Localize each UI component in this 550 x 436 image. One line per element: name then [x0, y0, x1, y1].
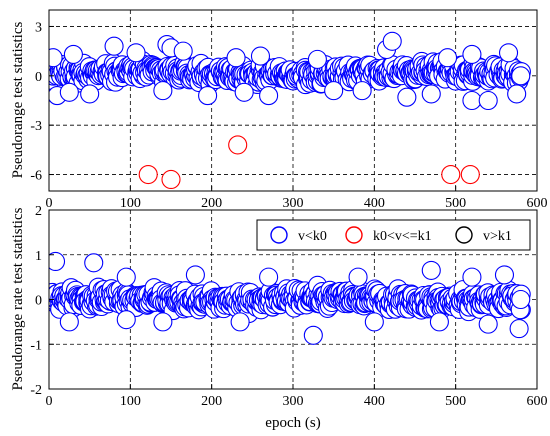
- point-v-lt-k0: [421, 84, 441, 104]
- legend-box: [256, 219, 531, 251]
- point-v-lt-k0: [498, 43, 519, 63]
- y-tick-label: 2: [35, 204, 42, 219]
- point-v-lt-k0: [494, 265, 515, 285]
- y-tick-label: -1: [30, 338, 42, 353]
- point-k0-lt-v-le-k1: [138, 164, 158, 185]
- point-v-lt-k0: [116, 267, 136, 287]
- x-tick-label: 200: [201, 394, 222, 409]
- point-k0-lt-v-le-k1: [441, 164, 461, 185]
- point-v-lt-k0: [462, 90, 482, 111]
- point-v-lt-k0: [153, 81, 173, 101]
- point-v-lt-k0: [352, 81, 372, 101]
- legend-label-k0-lt-v-le-k1: k0<v<=k1: [373, 229, 432, 244]
- x-tick-label: 0: [46, 196, 53, 211]
- legend-marker-v-gt-k1: [455, 226, 473, 244]
- point-v-lt-k0: [478, 90, 498, 111]
- point-v-lt-k0: [437, 48, 458, 68]
- x-tick-label: 400: [364, 394, 385, 409]
- point-v-lt-k0: [49, 48, 63, 68]
- point-v-lt-k0: [429, 312, 449, 332]
- x-tick-label: 600: [527, 394, 548, 409]
- y-tick-label: 1: [35, 249, 42, 264]
- pseudorange-rate-panel: 0 100 200 300 400 500 600 2 1 0 -1 -2 Pseudorange r…: [10, 204, 548, 431]
- legend-marker-v-lt-k0: [270, 226, 288, 244]
- point-v-lt-k0: [511, 289, 531, 310]
- y-axis-title: Pseudorange rate test statistics: [10, 207, 26, 390]
- point-v-lt-k0: [59, 82, 79, 102]
- point-v-lt-k0: [173, 41, 193, 61]
- point-v-lt-k0: [226, 48, 246, 68]
- legend-marker-k0-lt-v-le-k1: [345, 226, 363, 244]
- y-tick-label: -6: [30, 169, 42, 184]
- point-v-lt-k0: [382, 31, 402, 51]
- point-v-lt-k0: [421, 260, 441, 280]
- x-tick-label: 400: [364, 196, 385, 211]
- point-v-lt-k0: [511, 66, 531, 86]
- pseudorange-panel: 0 100 200 300 400 500 600 3 0 -3 -6 Pseudorange te…: [10, 9, 548, 211]
- point-v-lt-k0: [348, 267, 368, 287]
- point-k0-lt-v-le-k1: [228, 135, 248, 155]
- point-v-lt-k0: [116, 310, 136, 330]
- point-v-lt-k0: [364, 312, 384, 332]
- point-v-lt-k0: [104, 36, 124, 56]
- point-v-lt-k0: [462, 267, 482, 287]
- point-v-lt-k0: [80, 84, 100, 104]
- point-v-lt-k0: [153, 312, 173, 332]
- point-v-lt-k0: [234, 82, 254, 102]
- point-v-lt-k0: [63, 44, 83, 64]
- y-tick-label: 3: [35, 20, 42, 35]
- x-tick-label: 300: [283, 196, 304, 211]
- x-tick-label: 100: [120, 196, 141, 211]
- point-v-lt-k0: [397, 87, 417, 107]
- point-v-lt-k0: [126, 43, 146, 63]
- axis-ticks: 0 100 200 300 400 500 600 2 1 0 -1 -2: [30, 204, 547, 409]
- legend-label-v-lt-k0: v<k0: [298, 229, 327, 244]
- point-v-lt-k0: [198, 86, 218, 106]
- point-v-lt-k0: [250, 46, 271, 66]
- axis-ticks: 0 100 200 300 400 500 600 3 0 -3 -6: [30, 20, 547, 211]
- point-v-lt-k0: [324, 81, 344, 101]
- x-tick-label: 500: [445, 394, 466, 409]
- point-v-lt-k0: [49, 251, 66, 272]
- y-tick-label: -2: [30, 383, 42, 398]
- plot-marks: [49, 251, 531, 345]
- x-axis-title: epoch (s): [265, 415, 320, 431]
- point-v-lt-k0: [185, 265, 205, 285]
- point-v-lt-k0: [259, 86, 279, 106]
- legend: v<k0 k0<v<=k1 v>k1: [256, 219, 531, 251]
- point-k0-lt-v-le-k1: [161, 169, 181, 190]
- x-tick-label: 200: [201, 196, 222, 211]
- point-v-lt-k0: [259, 267, 279, 287]
- y-tick-label: 0: [35, 294, 42, 309]
- point-v-lt-k0: [59, 312, 79, 332]
- legend-label-v-gt-k1: v>k1: [483, 229, 512, 244]
- x-tick-label: 100: [120, 394, 141, 409]
- y-tick-label: 0: [35, 70, 42, 85]
- x-tick-label: 300: [283, 394, 304, 409]
- point-v-lt-k0: [462, 44, 482, 64]
- x-tick-label: 600: [527, 196, 548, 211]
- point-k0-lt-v-le-k1: [460, 164, 480, 185]
- point-v-lt-k0: [230, 312, 250, 332]
- y-axis-title: Pseudorange test statistics: [10, 22, 26, 179]
- x-tick-label: 0: [46, 394, 53, 409]
- point-v-lt-k0: [509, 319, 529, 339]
- point-v-lt-k0: [303, 325, 323, 345]
- plot-marks: [49, 31, 531, 190]
- point-v-lt-k0: [307, 49, 327, 69]
- x-tick-label: 500: [445, 196, 466, 211]
- point-v-lt-k0: [478, 314, 498, 334]
- point-v-lt-k0: [84, 253, 104, 273]
- point-v-lt-k0: [507, 84, 527, 104]
- y-tick-label: -3: [30, 119, 42, 134]
